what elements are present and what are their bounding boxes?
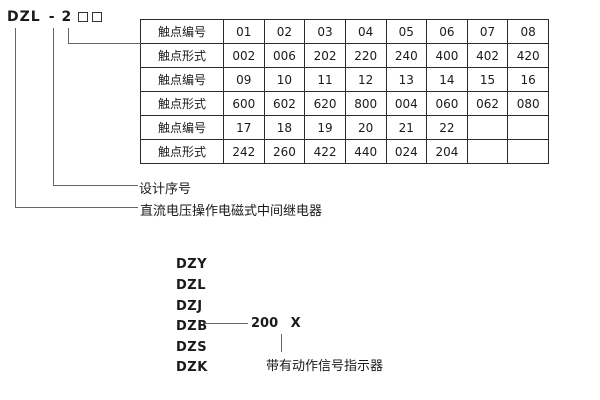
indicator-connector-line xyxy=(281,334,282,352)
relay-description-label: 直流电压操作电磁式中间继电器 xyxy=(140,204,323,219)
table-cell: 09 xyxy=(223,67,265,92)
dzb-note-x-mark: X xyxy=(290,316,301,331)
model-code-separator: - xyxy=(48,9,56,25)
table-cell: 220 xyxy=(344,43,387,68)
table-row: 触点形式 242 260 422 440 024 204 xyxy=(140,139,549,164)
table-cell: 240 xyxy=(385,43,428,68)
series-item-dzy: DZY xyxy=(176,257,208,272)
table-cell: 14 xyxy=(426,67,468,92)
table-cell: 204 xyxy=(426,139,468,164)
table-cell: 06 xyxy=(426,19,468,44)
table-cell: 08 xyxy=(507,19,549,44)
table-cell: 202 xyxy=(304,43,346,68)
row-label: 触点形式 xyxy=(140,91,224,116)
table-cell: 440 xyxy=(344,139,387,164)
table-row: 触点形式 600 602 620 800 004 060 062 080 xyxy=(140,91,549,116)
table-cell: 01 xyxy=(223,19,265,44)
callout-line-contact-code xyxy=(68,28,141,44)
series-item-dzl: DZL xyxy=(176,278,207,293)
table-row: 触点编号 01 02 03 04 05 06 07 08 xyxy=(140,19,549,44)
table-cell xyxy=(507,115,549,140)
table-cell: 600 xyxy=(223,91,265,116)
table-cell: 22 xyxy=(426,115,468,140)
callout-line-relay xyxy=(15,28,138,208)
table-cell: 19 xyxy=(304,115,346,140)
table-cell: 16 xyxy=(507,67,549,92)
table-cell: 402 xyxy=(466,43,509,68)
table-cell: 620 xyxy=(304,91,346,116)
dzb-note-number: 200 xyxy=(251,316,279,331)
table-cell: 10 xyxy=(263,67,306,92)
table-cell: 004 xyxy=(385,91,428,116)
table-cell: 11 xyxy=(304,67,346,92)
table-row: 触点编号 09 10 11 12 13 14 15 16 xyxy=(140,67,549,92)
placeholder-square-icon xyxy=(78,12,89,22)
table-cell xyxy=(466,139,509,164)
table-cell: 18 xyxy=(263,115,306,140)
contact-table: 触点编号 01 02 03 04 05 06 07 08 触点形式 002 006 202 220 240 4… xyxy=(140,19,549,164)
table-cell: 420 xyxy=(507,43,549,68)
table-cell: 602 xyxy=(263,91,306,116)
table-cell: 800 xyxy=(344,91,387,116)
table-cell: 242 xyxy=(223,139,265,164)
row-label: 触点形式 xyxy=(140,43,224,68)
table-cell xyxy=(466,115,509,140)
table-cell: 13 xyxy=(385,67,428,92)
table-cell: 15 xyxy=(466,67,509,92)
contact-table-body: 触点编号 01 02 03 04 05 06 07 08 触点形式 002 006 202 220 240 4… xyxy=(140,19,549,164)
model-code: DZL - 2 xyxy=(7,9,103,25)
series-item-dzj: DZJ xyxy=(176,299,203,314)
table-cell: 21 xyxy=(385,115,428,140)
row-label: 触点编号 xyxy=(140,115,224,140)
table-cell: 20 xyxy=(344,115,387,140)
table-cell: 400 xyxy=(426,43,468,68)
table-cell: 062 xyxy=(466,91,509,116)
model-code-design-number: 2 xyxy=(61,9,73,25)
table-cell: 260 xyxy=(263,139,306,164)
indicator-label: 带有动作信号指示器 xyxy=(266,359,384,374)
callout-line-design xyxy=(53,28,138,186)
table-cell: 060 xyxy=(426,91,468,116)
series-item-dzb: DZB xyxy=(176,319,208,334)
model-code-prefix: DZL xyxy=(7,9,41,25)
table-cell: 422 xyxy=(304,139,346,164)
row-label: 触点编号 xyxy=(140,19,224,44)
table-cell: 024 xyxy=(385,139,428,164)
dzb-connector-line xyxy=(204,323,248,324)
table-cell xyxy=(507,139,549,164)
table-cell: 080 xyxy=(507,91,549,116)
table-cell: 17 xyxy=(223,115,265,140)
dzb-note: 200 X xyxy=(251,316,301,331)
placeholder-square-icon xyxy=(92,12,103,22)
table-cell: 04 xyxy=(344,19,387,44)
table-cell: 002 xyxy=(223,43,265,68)
row-label: 触点形式 xyxy=(140,139,224,164)
table-cell: 03 xyxy=(304,19,346,44)
table-cell: 05 xyxy=(385,19,428,44)
row-label: 触点编号 xyxy=(140,67,224,92)
table-row: 触点形式 002 006 202 220 240 400 402 420 xyxy=(140,43,549,68)
series-item-dzk: DZK xyxy=(176,360,208,375)
table-cell: 02 xyxy=(263,19,306,44)
series-item-dzs: DZS xyxy=(176,340,208,355)
design-serial-label: 设计序号 xyxy=(139,182,192,197)
table-cell: 07 xyxy=(466,19,509,44)
table-row: 触点编号 17 18 19 20 21 22 xyxy=(140,115,549,140)
table-cell: 12 xyxy=(344,67,387,92)
table-cell: 006 xyxy=(263,43,306,68)
